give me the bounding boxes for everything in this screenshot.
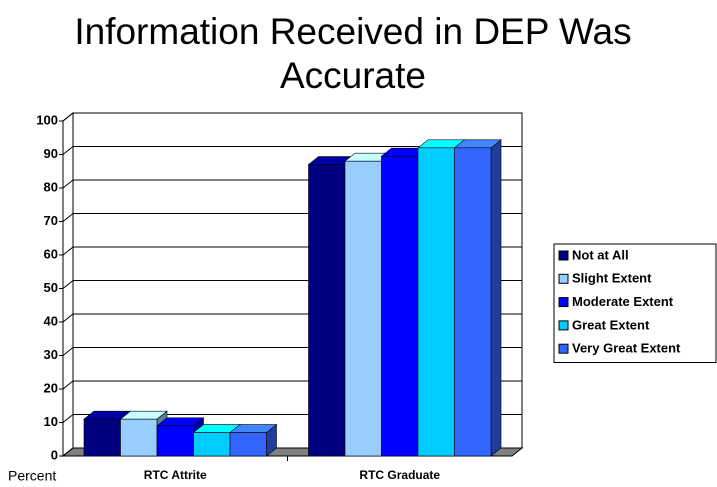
legend-label: Great Extent — [572, 317, 650, 332]
grid-line-side — [62, 347, 74, 356]
y-tick-label: 0 — [51, 447, 58, 462]
y-tick-label: 70 — [44, 213, 58, 228]
grid-line-side — [62, 414, 74, 423]
grid-line-side — [62, 179, 74, 189]
legend-swatch — [558, 343, 569, 354]
y-tick-label: 60 — [44, 246, 58, 261]
y-tick-label: 50 — [44, 280, 58, 295]
bar — [83, 418, 121, 457]
y-axis-label: Percent — [8, 468, 56, 484]
legend-swatch — [558, 273, 569, 284]
grid-line-side — [62, 213, 74, 222]
x-tick-label: RTC Graduate — [359, 468, 440, 482]
bar — [417, 147, 455, 457]
bar-side — [490, 139, 502, 457]
grid-line-side — [62, 146, 74, 155]
legend-swatch — [558, 250, 569, 261]
legend-swatch — [558, 297, 569, 308]
legend-label: Slight Extent — [572, 271, 652, 286]
grid-line-side — [62, 246, 74, 256]
grid-line-side — [62, 380, 74, 390]
legend-label: Moderate Extent — [572, 294, 674, 309]
bar — [454, 147, 492, 457]
bar — [156, 425, 194, 457]
legend-swatch — [558, 320, 569, 331]
x-tick-label: RTC Attrite — [144, 468, 207, 482]
y-tick-label: 90 — [44, 146, 58, 161]
grid-line-side — [62, 280, 74, 289]
grid-line-side — [62, 447, 74, 457]
bar — [229, 432, 267, 457]
bar — [120, 418, 158, 457]
y-tick-label: 80 — [44, 179, 58, 194]
legend-label: Not at All — [572, 247, 629, 262]
grid-line-side — [62, 112, 74, 122]
y-tick-label: 40 — [44, 313, 58, 328]
grid-line-side — [62, 313, 74, 323]
chart-title: Information Received in DEP Was Accurate — [74, 11, 632, 96]
legend-box — [553, 243, 717, 363]
bar — [308, 164, 346, 457]
legend-label: Very Great Extent — [572, 341, 681, 356]
y-tick-label: 30 — [44, 347, 58, 362]
bar — [193, 432, 231, 457]
y-tick-label: 100 — [36, 112, 58, 127]
bar — [381, 155, 419, 457]
y-tick-label: 20 — [44, 380, 58, 395]
y-tick-label: 10 — [44, 414, 58, 429]
bar — [344, 160, 382, 457]
